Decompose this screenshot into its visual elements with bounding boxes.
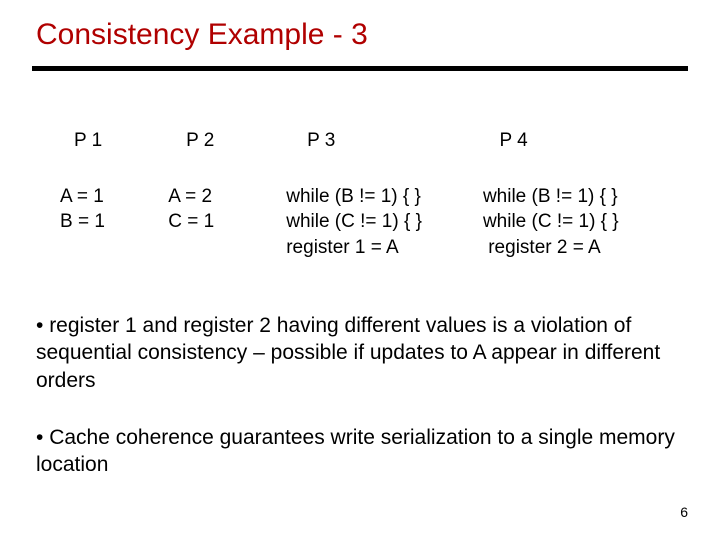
col-header-p2: P 2 (172, 128, 293, 154)
col-header-p1: P 1 (60, 128, 172, 154)
table-header-row: P 1 P 2 P 3 P 4 (60, 128, 660, 154)
process-table: P 1 P 2 P 3 P 4 A = 1 B = 1 A = 2 C = 1 … (60, 128, 660, 261)
bullet-list: • register 1 and register 2 having diffe… (36, 312, 684, 508)
slide: Consistency Example - 3 P 1 P 2 P 3 P 4 … (0, 0, 720, 540)
page-number: 6 (680, 504, 688, 520)
bullet-dot-icon: • (36, 426, 49, 449)
cell-p1: A = 1 B = 1 (60, 184, 168, 261)
bullet-1: • register 1 and register 2 having diffe… (36, 312, 684, 394)
col-header-p4: P 4 (485, 128, 660, 154)
cell-p3: while (B != 1) { } while (C != 1) { } re… (286, 184, 483, 261)
bullet-2: • Cache coherence guarantees write seria… (36, 424, 684, 479)
cell-p4: while (B != 1) { } while (C != 1) { } re… (483, 184, 660, 261)
table-body-row: A = 1 B = 1 A = 2 C = 1 while (B != 1) {… (60, 184, 660, 261)
title-rule (32, 66, 688, 71)
slide-title: Consistency Example - 3 (36, 18, 368, 52)
col-header-p3: P 3 (293, 128, 485, 154)
bullet-1-text: register 1 and register 2 having differe… (36, 314, 660, 392)
bullet-2-text: Cache coherence guarantees write seriali… (36, 426, 675, 476)
bullet-dot-icon: • (36, 314, 49, 337)
cell-p2: A = 2 C = 1 (168, 184, 286, 261)
